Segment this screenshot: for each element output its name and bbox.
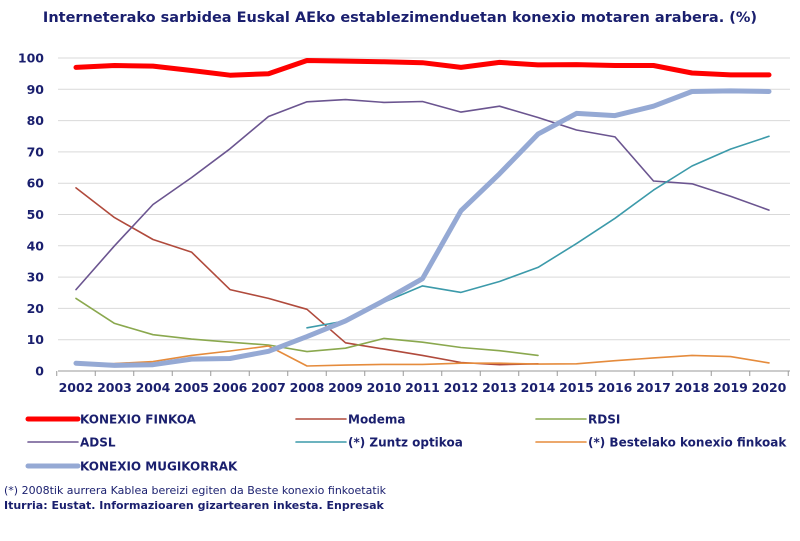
x-tick-label: 2017	[636, 380, 671, 395]
series-line	[75, 98, 770, 291]
legend-label: KONEXIO FINKOA	[80, 413, 197, 427]
y-tick-label: 30	[27, 270, 45, 285]
y-tick-label: 0	[35, 364, 44, 379]
source-note: Iturria: Eustat. Informazioaren gizartea…	[4, 499, 385, 512]
legend-label: KONEXIO MUGIKORRAK	[80, 460, 238, 474]
legend-label: (*) Bestelako konexio finkoak	[588, 436, 787, 450]
x-tick-label: 2006	[213, 380, 248, 395]
x-tick-label: 2019	[713, 380, 748, 395]
plot-area	[73, 58, 772, 368]
y-tick-label: 20	[27, 301, 45, 316]
y-tick-label: 70	[27, 144, 45, 159]
x-tick-label: 2009	[328, 380, 363, 395]
x-tick-label: 2004	[136, 380, 171, 395]
x-tick-label: 2007	[251, 380, 286, 395]
series-line	[73, 88, 772, 368]
legend-label: Modema	[348, 413, 406, 427]
x-tick-label: 2011	[405, 380, 440, 395]
x-axis: 2002 2003 2004 2005 2006 2007 2008 2009 2010 2011…	[56, 371, 789, 395]
y-tick-label: 50	[27, 207, 45, 222]
y-tick-label: 80	[27, 113, 45, 128]
y-axis: 0 10 20 30 40 50 60 70 80 90 100	[18, 51, 44, 379]
x-tick-label: 2015	[559, 380, 594, 395]
x-tick-label: 2003	[97, 380, 132, 395]
legend-label: ADSL	[80, 436, 116, 450]
series-line	[75, 297, 539, 357]
y-tick-label: 40	[27, 238, 45, 253]
x-tick-label: 2014	[521, 380, 556, 395]
legend-label: RDSI	[588, 413, 620, 427]
x-tick-label: 2020	[752, 380, 787, 395]
y-tick-label: 100	[18, 51, 44, 66]
grid	[58, 57, 790, 372]
x-tick-label: 2002	[59, 380, 94, 395]
x-tick-label: 2008	[290, 380, 325, 395]
chart-title: Interneterako sarbidea Euskal AEko estab…	[43, 10, 757, 26]
series-line	[75, 345, 770, 367]
legend-label: (*) Zuntz optikoa	[348, 436, 463, 450]
x-tick-label: 2005	[174, 380, 209, 395]
x-tick-label: 2016	[598, 380, 633, 395]
x-tick-label: 2010	[367, 380, 402, 395]
y-tick-label: 60	[27, 176, 45, 191]
y-tick-label: 90	[27, 82, 45, 97]
series-line	[73, 58, 772, 78]
x-tick-label: 2018	[675, 380, 710, 395]
x-tick-label: 2013	[482, 380, 517, 395]
series-line	[306, 135, 770, 329]
legend: KONEXIO FINKOA Modema RDSI ADSL (*) Zuntz op…	[25, 413, 787, 474]
x-tick-label: 2012	[444, 380, 479, 395]
y-tick-label: 10	[27, 332, 45, 347]
footnote: (*) 2008tik aurrera Kablea bereizi egite…	[4, 484, 387, 497]
